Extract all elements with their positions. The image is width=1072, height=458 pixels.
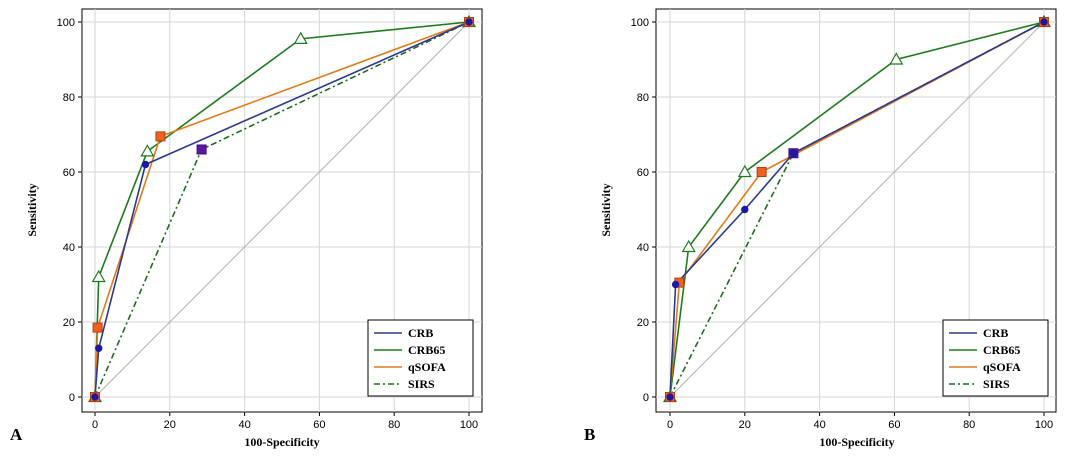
x-tick-label: 80: [388, 419, 400, 431]
y-tick-label: 60: [637, 167, 649, 179]
data-point-crb: [1040, 18, 1048, 26]
reference-diagonal: [94, 21, 470, 398]
data-point-crb65: [140, 144, 155, 157]
reference-diagonal: [669, 21, 1045, 398]
x-tick-label: 40: [238, 419, 250, 431]
x-tick-label: 100: [460, 419, 478, 431]
y-tick-label: 20: [637, 317, 649, 329]
legend: CRB CRB65 qSOFA SIRS: [942, 319, 1049, 397]
legend-label-qsofa: qSOFA: [983, 360, 1021, 374]
x-tick-label: 20: [739, 419, 751, 431]
data-point-qsofa: [92, 322, 103, 333]
y-tick-label: 80: [637, 92, 649, 104]
panel-label: A: [10, 425, 23, 444]
y-tick-label: 20: [63, 317, 75, 329]
data-point-crb65: [681, 239, 696, 253]
legend-label-crb65: CRB65: [408, 343, 445, 357]
chart-panel-A: 0 20 40 60 80 100 0 20 40 60 80 100 100-Specificity S…: [10, 8, 483, 449]
y-tick-label: 80: [63, 92, 75, 104]
data-point-sirs: [196, 144, 207, 155]
data-point-qsofa: [155, 131, 166, 142]
panel-label: B: [584, 425, 595, 444]
y-axis-title: Sensitivity: [599, 183, 613, 236]
x-tick-label: 20: [164, 419, 176, 431]
y-tick-label: 100: [57, 17, 75, 29]
x-tick-label: 40: [813, 419, 825, 431]
y-tick-label: 100: [631, 17, 649, 29]
data-point-crb65: [293, 31, 308, 44]
x-axis-title: 100-Specificity: [819, 435, 894, 449]
x-tick-label: 100: [1035, 419, 1053, 431]
x-tick-label: 60: [888, 419, 900, 431]
data-point-crb65: [91, 269, 106, 283]
data-point-crb: [141, 160, 150, 169]
y-tick-label: 0: [643, 392, 649, 404]
data-point-crb: [671, 280, 680, 289]
x-tick-label: 60: [313, 419, 325, 431]
x-tick-label: 80: [963, 419, 975, 431]
y-tick-label: 0: [69, 392, 75, 404]
series-line-qsofa: [669, 21, 1045, 398]
legend: CRB CRB65 qSOFA SIRS: [367, 319, 474, 397]
data-point-crb: [741, 205, 749, 214]
legend-label-sirs: SIRS: [983, 377, 1010, 391]
chart-panel-B: 0 20 40 60 80 100 0 20 40 60 80 100 100-Specificity S…: [584, 8, 1057, 449]
data-point-crb: [95, 344, 103, 352]
legend-label-crb: CRB: [408, 326, 433, 340]
data-point-qsofa: [756, 167, 767, 177]
legend-label-crb65: CRB65: [983, 343, 1020, 357]
x-tick-label: 0: [667, 419, 673, 431]
series-line-crb: [94, 21, 470, 398]
data-point-crb: [789, 149, 798, 157]
data-point-crb: [666, 393, 674, 401]
legend-label-crb: CRB: [983, 326, 1008, 340]
y-tick-label: 40: [637, 242, 649, 254]
data-point-crb: [91, 393, 99, 401]
y-axis-title: Sensitivity: [25, 183, 39, 236]
x-axis-title: 100-Specificity: [244, 435, 319, 449]
data-point-crb: [465, 18, 473, 26]
data-point-crb65: [737, 164, 752, 178]
y-tick-label: 40: [63, 242, 75, 254]
legend-label-qsofa: qSOFA: [408, 360, 446, 374]
x-tick-label: 0: [92, 419, 98, 431]
y-tick-label: 60: [63, 167, 75, 179]
data-point-crb65: [889, 52, 904, 65]
legend-label-sirs: SIRS: [408, 377, 435, 391]
